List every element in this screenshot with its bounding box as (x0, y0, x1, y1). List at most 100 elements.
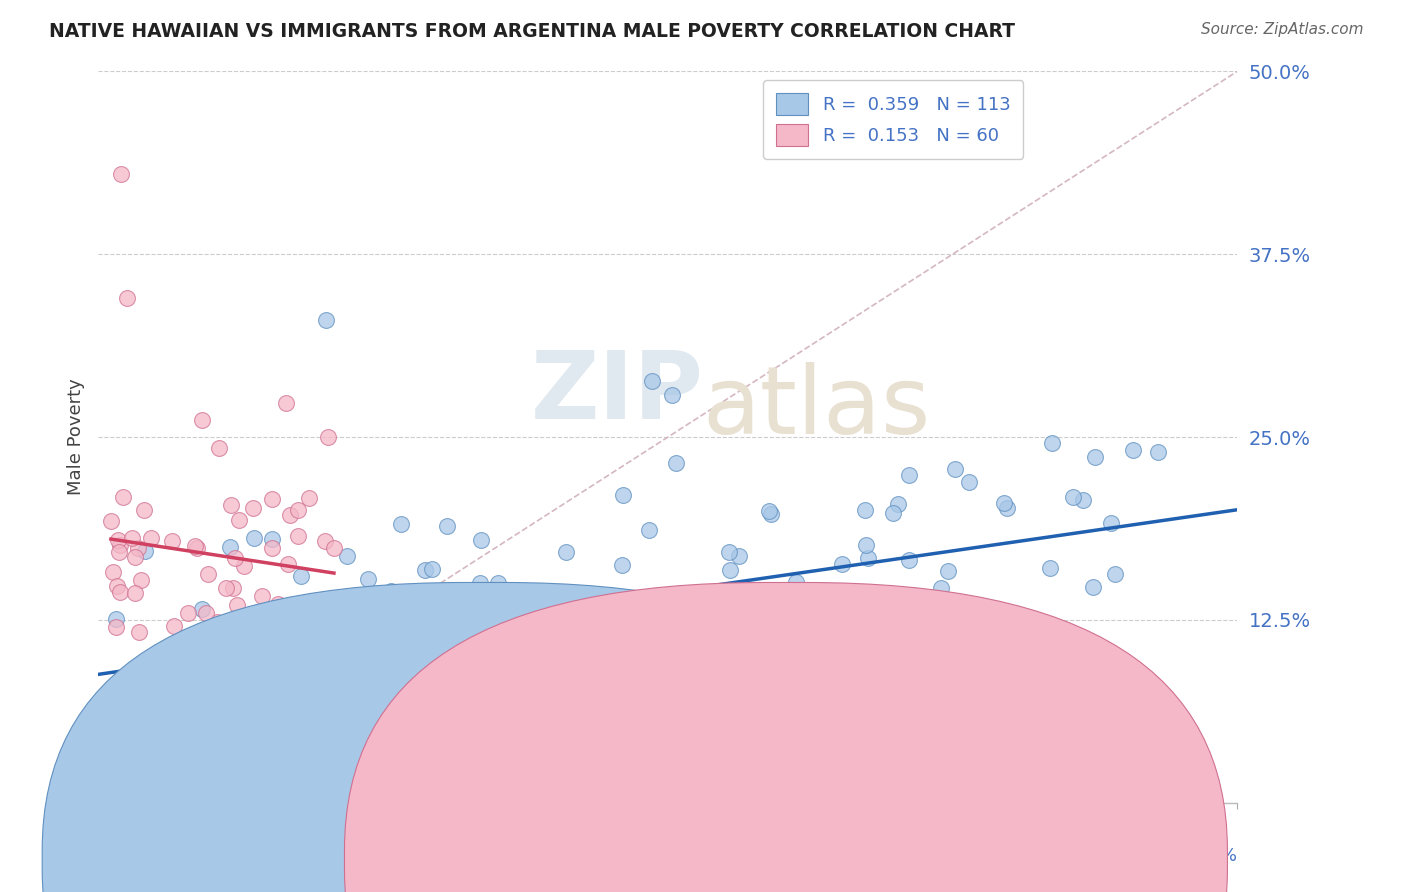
Point (745, 664, 768, 678)
Point (287, 503, 309, 517)
Point (486, 575, 509, 590)
Point (1026, 652, 1049, 666)
Point (276, 664, 298, 678)
Point (571, 695, 593, 709)
Point (305, 710, 328, 724)
Point (104, 612, 127, 626)
Point (832, 606, 855, 620)
Point (478, 752, 501, 766)
Point (626, 611, 648, 625)
Point (191, 413, 214, 427)
Point (287, 673, 309, 688)
Point (299, 616, 322, 631)
Point (221, 498, 243, 512)
Point (962, 752, 984, 766)
Point (145, 690, 167, 704)
Point (929, 581, 952, 595)
Point (1083, 580, 1105, 594)
Point (159, 745, 181, 759)
Point (425, 621, 447, 635)
Point (681, 613, 703, 627)
Point (318, 430, 340, 444)
Point (1099, 516, 1122, 530)
Point (228, 624, 250, 638)
Point (887, 497, 910, 511)
Point (936, 564, 959, 578)
Point (1040, 436, 1063, 450)
Point (184, 539, 207, 553)
Point (245, 673, 267, 687)
Point (555, 545, 578, 559)
Point (831, 557, 853, 571)
Point (305, 630, 328, 644)
Point (1062, 490, 1084, 504)
Point (389, 516, 412, 531)
Point (277, 615, 299, 629)
Point (436, 519, 458, 533)
Point (246, 610, 269, 624)
Point (415, 563, 437, 577)
Point (912, 647, 935, 661)
Point (124, 549, 146, 564)
Text: 100.0%: 100.0% (1170, 847, 1237, 864)
Point (759, 507, 782, 521)
Point (224, 550, 246, 565)
Point (277, 557, 299, 571)
Point (112, 490, 135, 504)
Point (127, 541, 149, 556)
Point (131, 739, 153, 753)
Point (1146, 444, 1168, 458)
Point (380, 584, 402, 599)
Point (665, 456, 688, 470)
Point (287, 529, 309, 543)
Text: ZIP: ZIP (531, 347, 704, 439)
Text: Source: ZipAtlas.com: Source: ZipAtlas.com (1201, 22, 1364, 37)
Point (807, 641, 830, 656)
Point (718, 563, 741, 577)
Point (108, 585, 131, 599)
Point (1073, 493, 1095, 508)
Point (100, 514, 122, 528)
Point (260, 492, 283, 507)
Text: NATIVE HAWAIIAN VS IMMIGRANTS FROM ARGENTINA MALE POVERTY CORRELATION CHART: NATIVE HAWAIIAN VS IMMIGRANTS FROM ARGEN… (49, 22, 1015, 41)
Point (323, 541, 346, 555)
Point (399, 703, 422, 717)
Point (288, 631, 311, 645)
Point (637, 523, 659, 537)
Point (105, 579, 128, 593)
Point (290, 569, 312, 583)
Point (267, 597, 290, 611)
Point (401, 629, 423, 643)
Point (546, 592, 568, 607)
Point (855, 538, 877, 552)
Point (1054, 624, 1077, 638)
Point (176, 752, 198, 766)
Point (108, 545, 131, 559)
Point (1104, 566, 1126, 581)
Point (1084, 450, 1107, 465)
Point (1122, 443, 1144, 458)
Legend: R =  0.359   N = 113, R =  0.153   N = 60: R = 0.359 N = 113, R = 0.153 N = 60 (763, 80, 1024, 159)
Point (124, 586, 146, 600)
Point (197, 566, 219, 581)
Point (159, 681, 181, 696)
Point (103, 565, 125, 579)
Point (232, 559, 254, 574)
Point (898, 553, 921, 567)
Point (243, 531, 266, 545)
Point (165, 748, 187, 763)
Point (640, 375, 662, 389)
Point (139, 531, 162, 545)
Point (436, 696, 458, 710)
Point (260, 630, 283, 644)
Point (470, 533, 492, 547)
Point (190, 601, 212, 615)
Point (993, 496, 1015, 510)
Point (222, 752, 245, 766)
Point (541, 602, 564, 616)
Point (128, 624, 150, 639)
Point (588, 592, 610, 607)
Point (242, 500, 264, 515)
Point (228, 513, 250, 527)
Point (132, 503, 155, 517)
